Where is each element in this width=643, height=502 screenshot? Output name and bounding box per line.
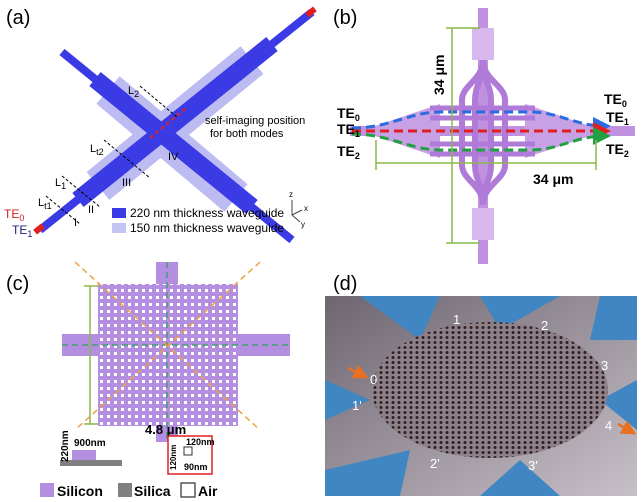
dim-label: Lt2	[90, 143, 104, 157]
legend-swatch	[112, 208, 126, 218]
legend-label: Silicon	[57, 483, 103, 499]
mode-label: TE0	[604, 91, 627, 109]
metamaterial-region	[98, 284, 238, 426]
dim-label: 4.8 μm	[145, 422, 186, 437]
page: {"panels": { "a": {"label": "(a)", "l2":…	[0, 0, 643, 502]
dim-label: 120nm	[169, 445, 178, 470]
text-part: 0	[355, 113, 360, 123]
legend-swatch	[181, 483, 195, 497]
dim-label: 34 μm	[533, 171, 573, 187]
text-part: 1	[61, 181, 66, 191]
pad	[472, 28, 494, 60]
panel-d: (d) 0 1 2 3 4 1' 2' 3'	[325, 273, 637, 496]
region-label: II	[88, 204, 94, 216]
legend-label: 220 nm thickness waveguide	[130, 206, 284, 220]
text-part: t2	[96, 147, 104, 157]
figure: (a) L2 Lt2 L1 Lt1 self-imaging position …	[0, 0, 643, 502]
legend-swatch	[112, 223, 126, 233]
legend-swatch	[118, 483, 132, 497]
text-part: 2	[134, 89, 139, 99]
dim-label: L1	[55, 177, 66, 191]
text-part: 0	[622, 99, 627, 109]
text-part: TE	[604, 91, 622, 107]
mode-label: TE0	[4, 207, 24, 223]
port-label: 3	[601, 358, 608, 373]
region-label: III	[122, 177, 131, 189]
text-part: 1	[355, 129, 360, 139]
mode-label: TE2	[337, 143, 360, 161]
text-part: TE	[337, 121, 355, 137]
panel-label: (d)	[333, 273, 357, 295]
panel-b: (b) 34 μm 34 μm TE0 TE1 TE2 TE0 TE1 TE2	[333, 7, 635, 264]
dim-label: 900nm	[74, 438, 106, 449]
panel-c: (c) 4.8 μm 120nm 120nm 90nm 220nm 900nm …	[6, 262, 290, 499]
panel-label: (c)	[6, 273, 29, 295]
text-part: 1	[624, 117, 629, 127]
text-part: TE	[12, 223, 27, 237]
dim-label: 120nm	[186, 437, 215, 447]
text-part: TE	[337, 105, 355, 121]
hole	[184, 447, 192, 455]
port-label: 2'	[430, 456, 440, 471]
legend-swatch	[40, 483, 54, 497]
dim-label: 90nm	[184, 462, 208, 472]
mode-label: TE2	[606, 141, 629, 159]
legend-label: Air	[198, 483, 218, 499]
port-label: 2	[541, 318, 548, 333]
region-label: IV	[168, 151, 179, 163]
port-label: 1'	[352, 398, 362, 413]
port-label: 3'	[528, 458, 538, 473]
axis-label: z	[289, 190, 293, 199]
legend-label: 150 nm thickness waveguide	[130, 221, 284, 235]
mode-label: TE1	[12, 223, 32, 239]
panel-label: (b)	[333, 7, 357, 29]
pad	[472, 208, 494, 240]
port-label: 0	[370, 372, 377, 387]
text-part: TE	[337, 143, 355, 159]
annotation: self-imaging position	[205, 115, 305, 127]
panel-label: (a)	[6, 7, 30, 29]
text-part: 0	[19, 213, 24, 223]
port-label: 4	[605, 418, 612, 433]
text-part: t1	[44, 201, 52, 211]
text-part: 2	[355, 151, 360, 161]
text-part: 1	[27, 229, 32, 239]
text-part: 2	[624, 149, 629, 159]
text-part: TE	[4, 207, 19, 221]
text-part: TE	[606, 141, 624, 157]
port-label: 1	[453, 312, 460, 327]
pillar-array	[372, 322, 608, 458]
axes-glyph	[292, 200, 302, 222]
axis-label: x	[304, 204, 308, 213]
region-label: I	[74, 217, 77, 229]
dim-label: 220nm	[60, 430, 71, 462]
dim-label: Lt1	[38, 197, 52, 211]
mode-label: TE1	[337, 121, 360, 139]
axis-label: y	[301, 220, 305, 229]
dim-label: 34 μm	[431, 55, 447, 95]
silicon-layer	[72, 450, 96, 460]
annotation: for both modes	[210, 128, 284, 140]
legend-label: Silica	[134, 483, 171, 499]
text-part: TE	[606, 109, 624, 125]
mode-label: TE1	[606, 109, 629, 127]
dim-label: L2	[128, 85, 139, 99]
panel-a: (a) L2 Lt2 L1 Lt1 self-imaging position …	[4, 7, 317, 240]
